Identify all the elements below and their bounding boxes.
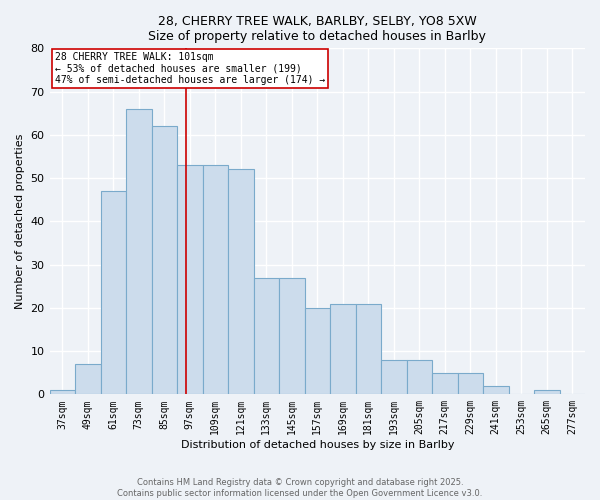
Bar <box>534 390 560 394</box>
X-axis label: Distribution of detached houses by size in Barlby: Distribution of detached houses by size … <box>181 440 454 450</box>
Bar <box>75 364 101 394</box>
Bar <box>177 165 203 394</box>
Bar <box>228 170 254 394</box>
Bar <box>381 360 407 394</box>
Bar <box>305 308 330 394</box>
Bar <box>432 372 458 394</box>
Bar <box>330 304 356 394</box>
Text: Contains HM Land Registry data © Crown copyright and database right 2025.
Contai: Contains HM Land Registry data © Crown c… <box>118 478 482 498</box>
Y-axis label: Number of detached properties: Number of detached properties <box>15 134 25 309</box>
Bar <box>407 360 432 394</box>
Bar <box>126 109 152 395</box>
Bar <box>152 126 177 394</box>
Bar <box>458 372 483 394</box>
Bar <box>254 278 279 394</box>
Bar <box>483 386 509 394</box>
Bar <box>50 390 75 394</box>
Bar <box>101 191 126 394</box>
Bar <box>203 165 228 394</box>
Bar <box>279 278 305 394</box>
Title: 28, CHERRY TREE WALK, BARLBY, SELBY, YO8 5XW
Size of property relative to detach: 28, CHERRY TREE WALK, BARLBY, SELBY, YO8… <box>148 15 486 43</box>
Text: 28 CHERRY TREE WALK: 101sqm
← 53% of detached houses are smaller (199)
47% of se: 28 CHERRY TREE WALK: 101sqm ← 53% of det… <box>55 52 325 85</box>
Bar <box>356 304 381 394</box>
